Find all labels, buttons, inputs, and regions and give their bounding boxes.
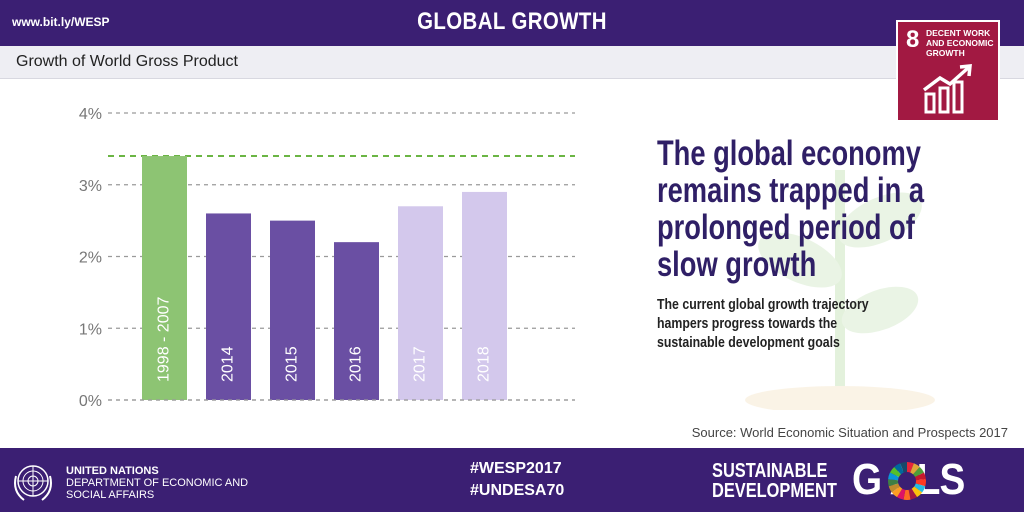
hashtag-undesa[interactable]: #UNDESA70 [470,482,565,499]
bar-category-label: 2015 [284,346,301,382]
chart-subtitle: Growth of World Gross Product [16,53,238,70]
y-tick-label: 2% [79,250,102,267]
wheel-segment [903,481,911,500]
y-tick-label: 4% [79,106,102,123]
sdg-logo-line1: SUSTAINABLE [712,460,828,482]
header-bar: www.bit.ly/WESP GLOBAL GROWTH [0,0,1024,46]
hashtag-wesp[interactable]: #WESP2017 [470,460,562,477]
bar [462,191,507,400]
sdg8-badge: 8 DECENT WORK AND ECONOMIC GROWTH [896,20,1000,122]
body-text: The current global growth trajectory ham… [657,297,869,351]
sdg-wheel-icon [888,462,926,500]
org-name: UNITED NATIONS [66,465,159,477]
bar [142,156,187,400]
footer-bar: UNITED NATIONS DEPARTMENT OF ECONOMIC AN… [0,448,1024,512]
bar-category-label: 2016 [348,346,365,382]
bar [334,242,379,400]
source-note: Source: World Economic Situation and Pro… [691,425,1008,440]
bar [206,213,251,400]
sdg-label: DECENT WORK AND ECONOMIC GROWTH [926,28,994,58]
growth-bar-chart: 0% 1% 2% 3% 4% 1998 - 2007 2014 2015 2016 2017 201… [79,106,575,410]
page-title: GLOBAL GROWTH [417,8,607,35]
bar-category-label: 2018 [476,346,493,382]
bar [270,220,315,400]
sdg-logo-line2: DEVELOPMENT [712,480,837,502]
y-tick-label: 1% [79,321,102,338]
sdg-number: 8 [906,26,920,53]
un-emblem-icon [14,465,52,501]
plant-illustration [745,170,935,410]
org-department: DEPARTMENT OF ECONOMIC AND SOCIAL AFFAIR… [66,477,249,501]
bar [398,206,443,400]
growth-chart-icon [922,64,972,114]
subtitle-bar: Growth of World Gross Product [0,46,1024,79]
bar-category-label: 2014 [220,346,237,382]
url-link[interactable]: www.bit.ly/WESP [12,15,110,29]
sdg-logo-text: SUSTAINABLE DEVELOPMENT [712,461,837,501]
headline: The global economy remains trapped in a … [657,134,925,284]
y-tick-label: 3% [79,178,102,195]
bar-category-label: 1998 - 2007 [156,296,173,382]
y-tick-label: 0% [79,393,102,410]
bar-category-label: 2017 [412,346,429,382]
